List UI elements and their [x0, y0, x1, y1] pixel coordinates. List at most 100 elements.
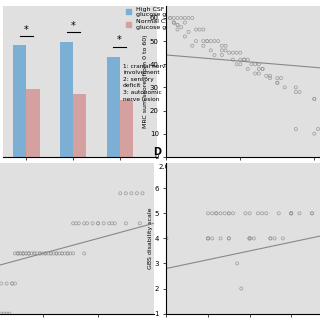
Point: [18, 251, 23, 256]
Y-axis label: MRC sum score (from 0 to 60): MRC sum score (from 0 to 60): [143, 35, 148, 128]
Point: [32, 251, 37, 256]
Point: [280, 236, 285, 241]
Point: [129, 191, 134, 196]
Point: [247, 236, 252, 241]
Point: [0, 311, 4, 316]
Point: [256, 62, 261, 67]
Point: [218, 211, 223, 216]
Point: [123, 221, 128, 226]
Point: [43, 251, 48, 256]
Point: [186, 29, 191, 35]
Point: [216, 38, 221, 44]
Point: [175, 22, 180, 28]
Point: [243, 211, 248, 216]
Y-axis label: GBS disability scale: GBS disability scale: [148, 208, 153, 269]
Point: [230, 57, 236, 62]
Point: [112, 221, 117, 226]
Point: [234, 62, 239, 67]
Bar: [27, 90, 39, 157]
Point: [201, 43, 206, 48]
Point: [204, 38, 210, 44]
Point: [256, 66, 261, 71]
Point: [309, 211, 315, 216]
Point: [238, 62, 243, 67]
Point: [193, 27, 198, 32]
Point: [65, 251, 70, 256]
Point: [35, 251, 40, 256]
Point: [226, 236, 231, 241]
Point: [256, 71, 261, 76]
Point: [227, 50, 232, 55]
Bar: [107, 57, 120, 157]
Point: [71, 221, 76, 226]
Point: [182, 20, 188, 25]
Point: [10, 281, 15, 286]
Point: [289, 211, 294, 216]
Point: [219, 43, 224, 48]
Point: [54, 251, 59, 256]
Point: [4, 281, 9, 286]
Point: [171, 15, 176, 20]
Point: [212, 38, 217, 44]
Point: [210, 211, 215, 216]
Point: [282, 85, 287, 90]
Point: [275, 76, 280, 81]
Point: [137, 221, 142, 226]
Point: [179, 15, 184, 20]
Point: [289, 211, 294, 216]
Point: [252, 62, 258, 67]
Point: [84, 221, 90, 226]
Point: [29, 251, 34, 256]
Point: [249, 62, 254, 67]
Point: [309, 211, 315, 216]
Point: [193, 38, 198, 44]
Point: [230, 50, 236, 55]
Point: [18, 251, 23, 256]
Point: [164, 236, 169, 241]
Point: [208, 38, 213, 44]
Point: [171, 20, 176, 25]
Point: [26, 251, 31, 256]
Point: [205, 236, 211, 241]
Point: [15, 251, 20, 256]
Point: [109, 221, 115, 226]
Point: [219, 48, 224, 53]
Point: [316, 126, 320, 132]
Point: [101, 221, 106, 226]
Point: [297, 90, 302, 95]
Point: [245, 66, 250, 71]
Point: [40, 251, 45, 256]
Text: D: D: [153, 147, 161, 157]
Point: [214, 211, 219, 216]
Legend: High CSF
glucose group, Normal CSF
glucose group: High CSF glucose group, Normal CSF gluco…: [126, 6, 181, 30]
Point: [90, 221, 95, 226]
Point: [175, 27, 180, 32]
Point: [197, 27, 202, 32]
Point: [23, 251, 28, 256]
Point: [23, 251, 28, 256]
Point: [26, 251, 31, 256]
Point: [107, 221, 112, 226]
Point: [260, 211, 265, 216]
Point: [214, 211, 219, 216]
Point: [201, 27, 206, 32]
Point: [222, 211, 227, 216]
Point: [255, 211, 260, 216]
Point: [242, 57, 247, 62]
Point: [168, 15, 173, 20]
Point: [219, 52, 224, 58]
Point: [62, 251, 68, 256]
Point: [15, 251, 20, 256]
Bar: [13, 45, 27, 157]
Point: [182, 15, 188, 20]
Point: [268, 236, 273, 241]
Point: [0, 281, 4, 286]
Point: [68, 251, 73, 256]
Point: [175, 15, 180, 20]
Point: [247, 236, 252, 241]
Point: [260, 66, 265, 71]
X-axis label: CSF glucose concent...: CSF glucose concent...: [214, 172, 285, 177]
Point: [15, 251, 20, 256]
Point: [312, 131, 317, 136]
Point: [268, 76, 273, 81]
